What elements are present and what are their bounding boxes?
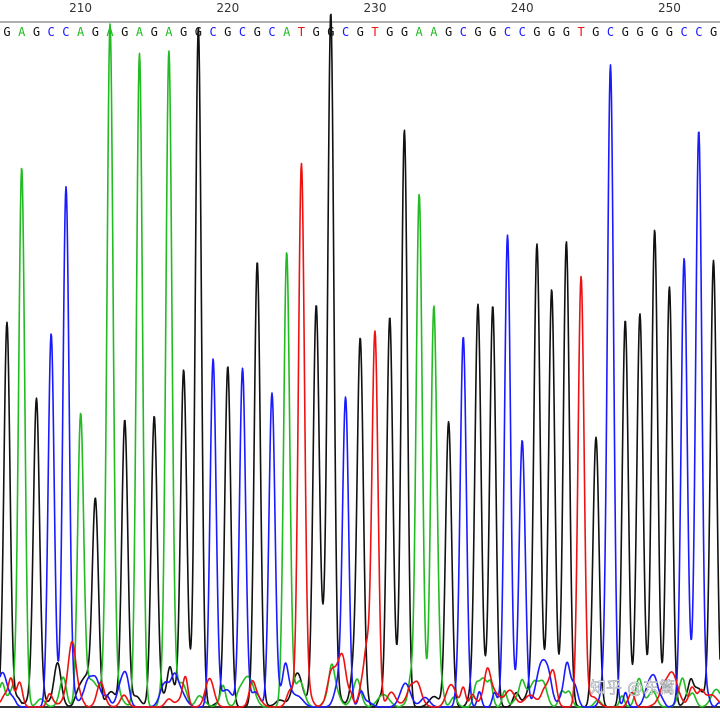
- base-call-letter: T: [298, 25, 305, 39]
- base-call-letter: C: [342, 25, 349, 39]
- trace-line-G: [0, 13, 720, 708]
- base-call-letter: C: [239, 25, 246, 39]
- base-call-letter: G: [401, 25, 408, 39]
- base-call-letter: G: [92, 25, 99, 39]
- base-call-letter: G: [533, 25, 540, 39]
- base-call-letter: C: [681, 25, 688, 39]
- base-call-letter: G: [489, 25, 496, 39]
- base-call-letter: A: [416, 25, 424, 39]
- base-call-letter: C: [695, 25, 702, 39]
- base-call-letter: C: [519, 25, 526, 39]
- base-call-letter: C: [268, 25, 275, 39]
- base-call-letter: G: [445, 25, 452, 39]
- base-call-letter: G: [622, 25, 629, 39]
- base-call-letter: A: [77, 25, 85, 39]
- base-call-letter: G: [474, 25, 481, 39]
- base-call-letter: G: [592, 25, 599, 39]
- position-ticks: 210 220 230 240 250: [69, 1, 681, 15]
- base-call-letter: A: [430, 25, 438, 39]
- base-call-letter: T: [577, 25, 584, 39]
- trace-line-C: [0, 64, 720, 708]
- position-tick-label: 250: [658, 1, 681, 15]
- watermark-text: 知乎 @东篱: [590, 678, 675, 697]
- base-call-letter: G: [180, 25, 187, 39]
- base-call-letter: G: [151, 25, 158, 39]
- base-call-letter: A: [136, 25, 144, 39]
- base-call-letter: A: [165, 25, 173, 39]
- base-call-letter: G: [313, 25, 320, 39]
- position-tick-label: 240: [511, 1, 534, 15]
- base-call-letter: G: [224, 25, 231, 39]
- base-call-letter: C: [460, 25, 467, 39]
- base-call-letter: G: [710, 25, 717, 39]
- base-call-letter: G: [33, 25, 40, 39]
- base-call-letter: G: [386, 25, 393, 39]
- base-call-letter: C: [607, 25, 614, 39]
- position-tick-label: 210: [69, 1, 92, 15]
- base-call-letter: C: [209, 25, 216, 39]
- trace-line-T: [0, 162, 720, 708]
- position-tick-label: 220: [216, 1, 239, 15]
- trace-lines: [0, 13, 720, 708]
- base-call-letter: C: [62, 25, 69, 39]
- base-call-letter: C: [48, 25, 55, 39]
- base-call-letter: G: [548, 25, 555, 39]
- position-tick-label: 230: [364, 1, 387, 15]
- base-call-letter: T: [371, 25, 378, 39]
- base-call-letter: C: [504, 25, 511, 39]
- base-call-letter: G: [666, 25, 673, 39]
- base-call-letter: G: [121, 25, 128, 39]
- base-call-letter: G: [636, 25, 643, 39]
- base-call-letter: G: [563, 25, 570, 39]
- base-call-letter: G: [3, 25, 10, 39]
- base-call-letter: G: [254, 25, 261, 39]
- base-call-letter: A: [283, 25, 291, 39]
- base-call-letter: G: [651, 25, 658, 39]
- base-call-letter: A: [18, 25, 26, 39]
- base-call-letter: G: [357, 25, 364, 39]
